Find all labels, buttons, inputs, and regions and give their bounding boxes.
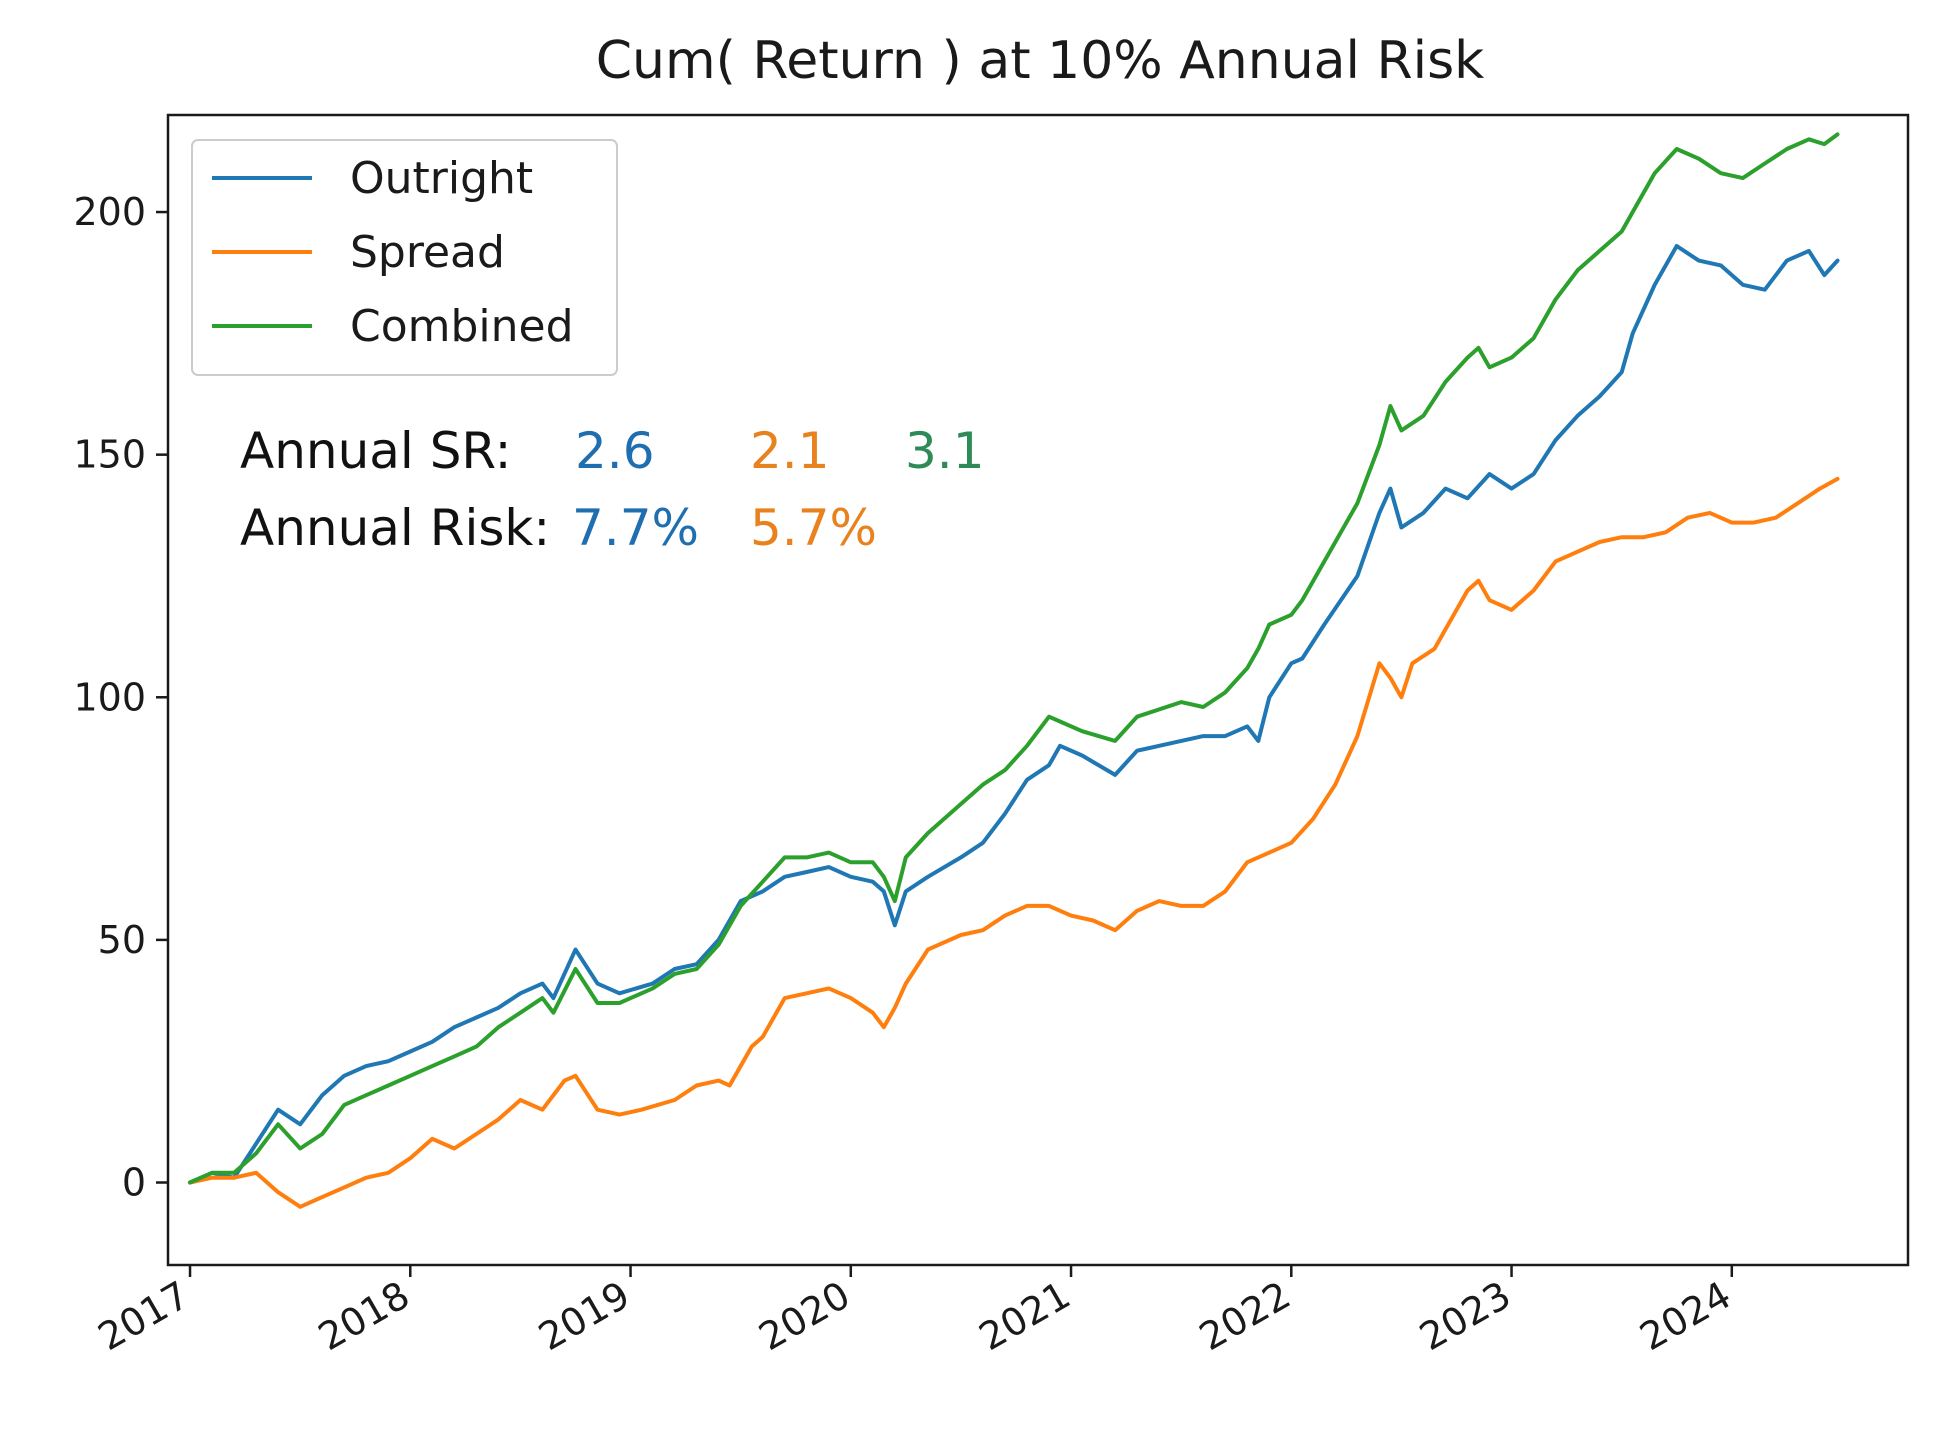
x-tick-label: 2024: [1633, 1273, 1739, 1359]
sr-value: 3.1: [905, 422, 985, 480]
legend: Outright Spread Combined: [191, 139, 618, 376]
y-axis: 0 50 100 150 200: [73, 190, 168, 1205]
risk-label: Annual Risk:: [240, 499, 550, 557]
x-tick-label: 2020: [752, 1273, 858, 1359]
x-tick-label: 2022: [1192, 1273, 1298, 1359]
plot-area: [188, 132, 1840, 1209]
y-tick-label: 100: [73, 675, 146, 719]
risk-value: 5.7%: [750, 499, 877, 557]
legend-label: Outright: [350, 153, 533, 204]
legend-label: Spread: [350, 227, 505, 278]
chart-title: Cum( Return ) at 10% Annual Risk: [596, 31, 1485, 91]
sr-value: 2.1: [750, 422, 830, 480]
x-tick-label: 2021: [972, 1273, 1078, 1359]
plot-frame: [166, 113, 1910, 1267]
x-tick-label: 2023: [1412, 1273, 1518, 1359]
x-tick-label: 2017: [91, 1273, 197, 1359]
y-tick-label: 150: [73, 433, 146, 477]
y-tick-label: 0: [122, 1161, 146, 1205]
y-tick-label: 200: [73, 190, 146, 234]
sr-label: Annual SR:: [240, 422, 511, 480]
risk-value: 7.7%: [572, 499, 699, 557]
stats-annotations: Annual SR: 2.6 2.1 3.1 Annual Risk: 7.7% 5.7%: [240, 422, 985, 557]
x-tick-label: 2019: [531, 1273, 637, 1359]
x-axis: 2017 2018 2019 2020 2021 2022 2023 2024: [91, 1265, 1739, 1359]
legend-box: [191, 139, 618, 376]
x-tick-label: 2018: [311, 1273, 417, 1359]
series-line-outright: [188, 244, 1840, 1185]
y-tick-label: 50: [98, 918, 146, 962]
legend-label: Combined: [350, 301, 574, 352]
series-line-combined: [188, 132, 1840, 1185]
series-line-spread: [188, 476, 1840, 1209]
sr-value: 2.6: [575, 422, 655, 480]
